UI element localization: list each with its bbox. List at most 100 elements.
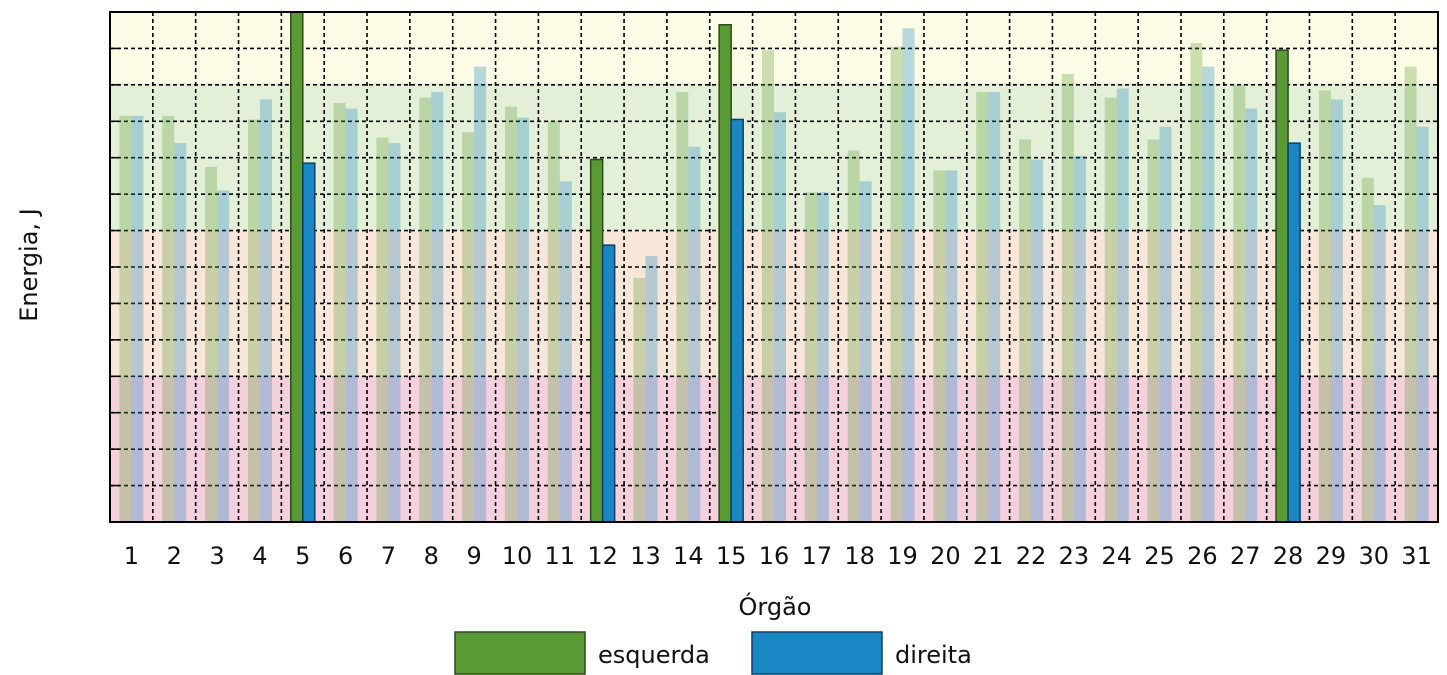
bar xyxy=(976,92,989,523)
bar xyxy=(345,108,358,523)
x-axis-label: Órgão xyxy=(739,591,812,621)
x-tick-label: 12 xyxy=(587,542,618,570)
bar xyxy=(174,143,187,522)
bar xyxy=(730,118,744,523)
x-tick-label: 7 xyxy=(381,542,396,570)
bar xyxy=(1287,142,1301,523)
bar xyxy=(333,103,346,523)
band-orange xyxy=(110,229,1438,376)
x-tick-label: 9 xyxy=(466,542,481,570)
legend-label: direita xyxy=(895,641,972,669)
bar xyxy=(945,170,958,522)
bar xyxy=(1104,97,1117,522)
bar xyxy=(902,28,915,523)
bar xyxy=(816,192,829,523)
x-tick-label: 8 xyxy=(424,542,439,570)
bar xyxy=(131,115,144,523)
bar xyxy=(205,166,218,523)
plot-frame xyxy=(109,11,1439,523)
bar xyxy=(1416,126,1429,522)
x-tick-label: 19 xyxy=(887,542,918,570)
bar xyxy=(1233,84,1246,522)
bar xyxy=(259,99,272,522)
bar xyxy=(645,256,658,522)
x-tick-label: 27 xyxy=(1230,542,1261,570)
bar xyxy=(633,277,646,522)
x-tick-label: 23 xyxy=(1059,542,1090,570)
bar xyxy=(1147,139,1160,522)
bar xyxy=(589,158,604,523)
y-axis-label: Energia, J xyxy=(15,208,43,322)
bar xyxy=(516,117,529,523)
x-tick-label: 2 xyxy=(167,542,182,570)
bar xyxy=(419,97,432,522)
bar xyxy=(217,190,230,522)
bar xyxy=(933,170,946,522)
x-tick-label: 15 xyxy=(716,542,747,570)
legend-swatch xyxy=(751,631,883,675)
legend-swatch xyxy=(454,631,586,675)
x-tick-label: 5 xyxy=(295,542,310,570)
x-tick-label: 1 xyxy=(124,542,139,570)
x-tick-label: 31 xyxy=(1401,542,1432,570)
bar xyxy=(1318,90,1331,523)
bar xyxy=(462,132,475,522)
x-tick-label: 11 xyxy=(545,542,576,570)
bar xyxy=(547,121,560,523)
x-tick-label: 3 xyxy=(209,542,224,570)
bar xyxy=(601,244,616,523)
bar xyxy=(774,112,786,522)
bar xyxy=(504,106,517,522)
bar xyxy=(431,92,444,523)
bar xyxy=(1202,66,1215,523)
bar xyxy=(119,115,132,523)
legend-label: esquerda xyxy=(598,641,710,669)
x-tick-label: 17 xyxy=(802,542,833,570)
bar xyxy=(302,162,316,523)
bar xyxy=(247,119,260,522)
bar xyxy=(1373,205,1386,523)
band-green xyxy=(110,83,1438,229)
x-tick-label: 14 xyxy=(673,542,704,570)
bar xyxy=(1116,88,1129,522)
legend: esquerda direita xyxy=(454,631,972,675)
x-tick-label: 18 xyxy=(844,542,875,570)
bar xyxy=(388,143,401,522)
x-tick-label: 29 xyxy=(1316,542,1347,570)
x-tick-label: 22 xyxy=(1016,542,1047,570)
x-tick-label: 20 xyxy=(930,542,961,570)
bar xyxy=(1019,139,1032,522)
bar xyxy=(474,66,487,523)
x-tick-label: 10 xyxy=(502,542,533,570)
bar xyxy=(290,11,304,523)
bar xyxy=(1061,73,1074,522)
bar xyxy=(676,92,689,523)
x-tick-label: 24 xyxy=(1101,542,1132,570)
bar xyxy=(1361,177,1374,522)
x-tick-label: 25 xyxy=(1144,542,1175,570)
bar xyxy=(859,181,872,522)
bar xyxy=(688,146,701,523)
x-tick-label: 6 xyxy=(338,542,353,570)
bar xyxy=(559,181,572,522)
bar xyxy=(718,24,732,523)
bar xyxy=(988,92,1001,523)
bar xyxy=(1404,66,1417,523)
x-tick-label: 28 xyxy=(1273,542,1304,570)
x-tick-label: 26 xyxy=(1187,542,1218,570)
bar xyxy=(1031,159,1044,523)
bar xyxy=(890,46,903,522)
bar xyxy=(1159,126,1172,522)
x-tick-label: 21 xyxy=(973,542,1004,570)
plot xyxy=(110,11,1438,523)
bar xyxy=(1330,99,1343,522)
bar xyxy=(1190,42,1203,522)
bar xyxy=(1245,108,1258,523)
bar xyxy=(762,50,774,522)
bar xyxy=(847,150,860,522)
x-tick-label: 4 xyxy=(252,542,267,570)
x-tick-label: 30 xyxy=(1358,542,1389,570)
x-tick-label: 16 xyxy=(759,542,790,570)
bar xyxy=(1073,155,1086,522)
